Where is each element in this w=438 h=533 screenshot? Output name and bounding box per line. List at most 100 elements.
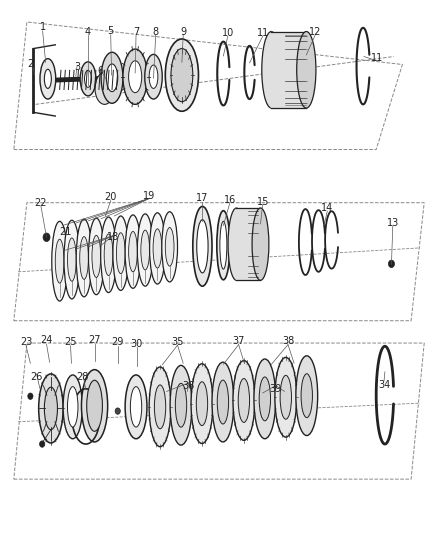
Ellipse shape (106, 64, 118, 92)
Text: 1: 1 (39, 22, 46, 33)
Ellipse shape (145, 54, 162, 99)
Ellipse shape (67, 386, 78, 427)
Text: 12: 12 (309, 27, 321, 37)
Ellipse shape (301, 374, 312, 418)
Ellipse shape (197, 220, 208, 273)
Ellipse shape (131, 386, 142, 427)
Text: 21: 21 (59, 227, 71, 237)
Ellipse shape (101, 217, 117, 293)
Text: 17: 17 (196, 193, 208, 204)
Text: 38: 38 (282, 336, 294, 346)
Text: 37: 37 (233, 336, 245, 346)
Text: 8: 8 (152, 27, 159, 37)
Text: 16: 16 (224, 195, 236, 205)
Text: 10: 10 (222, 28, 234, 38)
Text: 39: 39 (270, 384, 282, 394)
Ellipse shape (129, 231, 138, 272)
Ellipse shape (80, 62, 96, 96)
Text: 11: 11 (371, 53, 383, 62)
Text: 30: 30 (131, 338, 143, 349)
Ellipse shape (55, 239, 64, 283)
Ellipse shape (104, 234, 113, 276)
Text: 7: 7 (133, 27, 139, 37)
Ellipse shape (87, 380, 102, 431)
Ellipse shape (217, 211, 230, 280)
Text: 4: 4 (85, 27, 91, 37)
Ellipse shape (92, 236, 101, 278)
Ellipse shape (149, 367, 171, 447)
Text: 28: 28 (77, 372, 89, 382)
Text: 34: 34 (378, 379, 390, 390)
Ellipse shape (193, 206, 212, 286)
Ellipse shape (28, 393, 33, 399)
Ellipse shape (220, 221, 227, 269)
Text: 6: 6 (97, 66, 103, 76)
Ellipse shape (95, 72, 114, 104)
Ellipse shape (64, 220, 80, 299)
Ellipse shape (165, 228, 174, 266)
Text: 5: 5 (108, 26, 114, 36)
Ellipse shape (153, 229, 162, 268)
Text: 14: 14 (321, 203, 333, 213)
Ellipse shape (196, 382, 208, 425)
Text: 29: 29 (112, 337, 124, 347)
Text: 24: 24 (40, 335, 53, 345)
Ellipse shape (171, 49, 193, 102)
Ellipse shape (233, 361, 255, 440)
Ellipse shape (39, 441, 45, 447)
Ellipse shape (212, 362, 234, 442)
Text: 9: 9 (180, 27, 186, 37)
Ellipse shape (117, 233, 125, 273)
Ellipse shape (254, 359, 276, 439)
Text: 27: 27 (88, 335, 101, 345)
Ellipse shape (138, 214, 153, 286)
Text: 36: 36 (182, 381, 194, 391)
Ellipse shape (44, 387, 57, 430)
Ellipse shape (141, 230, 150, 270)
Ellipse shape (39, 374, 63, 443)
Ellipse shape (80, 237, 88, 279)
Ellipse shape (67, 238, 76, 281)
Text: 18: 18 (107, 232, 120, 242)
Text: 35: 35 (171, 337, 184, 347)
Ellipse shape (389, 260, 395, 268)
Ellipse shape (170, 366, 192, 445)
Ellipse shape (123, 49, 148, 104)
Text: 3: 3 (74, 62, 80, 72)
Ellipse shape (125, 375, 147, 439)
Ellipse shape (76, 219, 92, 297)
Ellipse shape (154, 385, 166, 429)
Ellipse shape (40, 59, 56, 99)
Ellipse shape (217, 380, 229, 424)
Ellipse shape (115, 408, 120, 414)
Text: 13: 13 (387, 218, 399, 228)
Ellipse shape (275, 358, 297, 437)
Text: 25: 25 (64, 337, 77, 347)
Ellipse shape (175, 383, 187, 427)
Ellipse shape (113, 216, 129, 290)
Ellipse shape (191, 364, 213, 443)
Ellipse shape (129, 61, 142, 93)
Ellipse shape (101, 52, 123, 103)
Ellipse shape (252, 208, 269, 280)
Ellipse shape (125, 215, 141, 288)
Ellipse shape (52, 221, 67, 301)
Ellipse shape (280, 375, 291, 419)
Text: 26: 26 (30, 372, 42, 382)
Ellipse shape (262, 31, 281, 108)
Text: 15: 15 (257, 197, 269, 207)
Ellipse shape (297, 31, 316, 108)
Text: 2: 2 (27, 60, 34, 69)
Ellipse shape (43, 233, 50, 241)
Ellipse shape (150, 213, 165, 284)
Ellipse shape (296, 356, 318, 435)
Text: 11: 11 (257, 28, 269, 38)
Text: 20: 20 (105, 192, 117, 203)
Ellipse shape (149, 65, 158, 88)
Ellipse shape (228, 208, 245, 280)
Ellipse shape (85, 70, 92, 87)
Text: 23: 23 (20, 337, 32, 347)
Ellipse shape (238, 378, 250, 422)
Ellipse shape (44, 69, 51, 88)
Text: 22: 22 (35, 198, 47, 208)
